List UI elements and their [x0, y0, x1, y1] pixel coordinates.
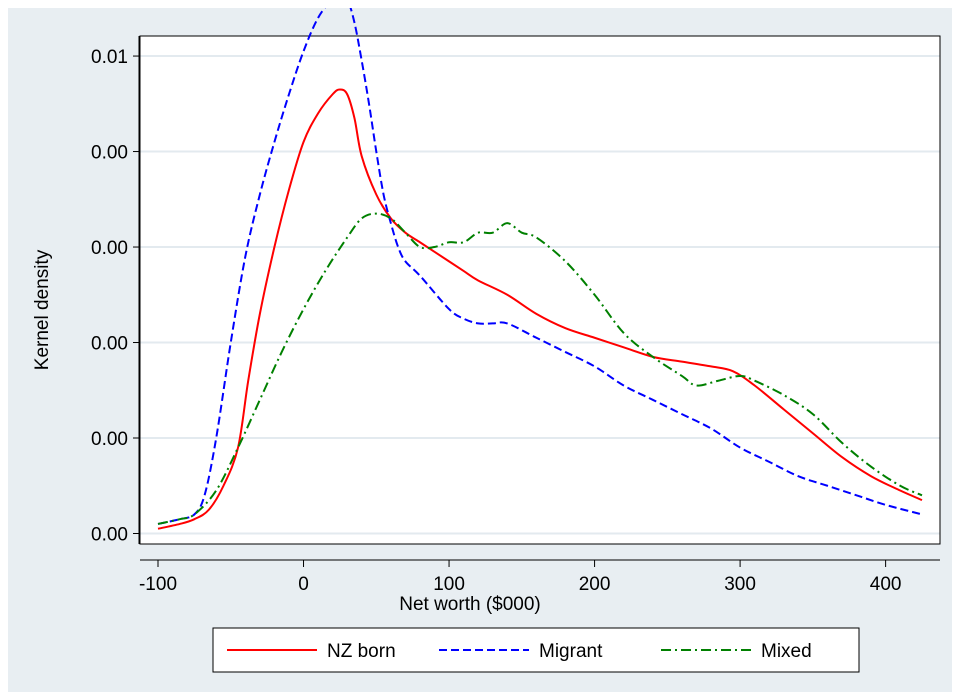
- legend-label: Mixed: [761, 641, 812, 662]
- y-tick-label: 0.00: [91, 334, 128, 355]
- y-tick-label: 0.00: [91, 143, 128, 164]
- grid: [140, 36, 940, 544]
- chart: 0.00 0.00 0.00 0.00 0.00 0.01 -100 0 100 200 300 40…: [32, 8, 941, 673]
- series-layer: [157, 8, 923, 530]
- y-tick-label: 0.00: [91, 238, 128, 259]
- legend-label: NZ born: [327, 641, 396, 662]
- y-tick-label: 0.00: [91, 524, 128, 545]
- x-tick-label: 300: [724, 574, 756, 595]
- legend: NZ born Migrant Mixed: [212, 627, 860, 673]
- y-tick-label: 0.01: [91, 47, 128, 68]
- y-axis-title: Kernel density: [32, 249, 53, 370]
- x-tick-label: 0: [298, 574, 309, 595]
- plot-area: [139, 35, 941, 545]
- legend-label: Migrant: [539, 641, 603, 662]
- x-tick-label: -100: [139, 574, 177, 595]
- series-line-migrant: [157, 8, 923, 525]
- plot-background: [140, 36, 940, 544]
- x-axis-title: Net worth ($000): [399, 594, 541, 615]
- x-tick-label: 100: [433, 574, 465, 595]
- series-line-mixed: [157, 212, 923, 525]
- chart-frame: 0.00 0.00 0.00 0.00 0.00 0.01 -100 0 100 200 300 40…: [8, 8, 952, 692]
- x-tick-label: 400: [870, 574, 902, 595]
- legend-box: [212, 627, 860, 673]
- axes: 0.00 0.00 0.00 0.00 0.00 0.01 -100 0 100 200 300 40…: [91, 36, 940, 595]
- y-tick-label: 0.00: [91, 429, 128, 450]
- x-tick-label: 200: [579, 574, 611, 595]
- series-line-nz-born: [157, 88, 923, 530]
